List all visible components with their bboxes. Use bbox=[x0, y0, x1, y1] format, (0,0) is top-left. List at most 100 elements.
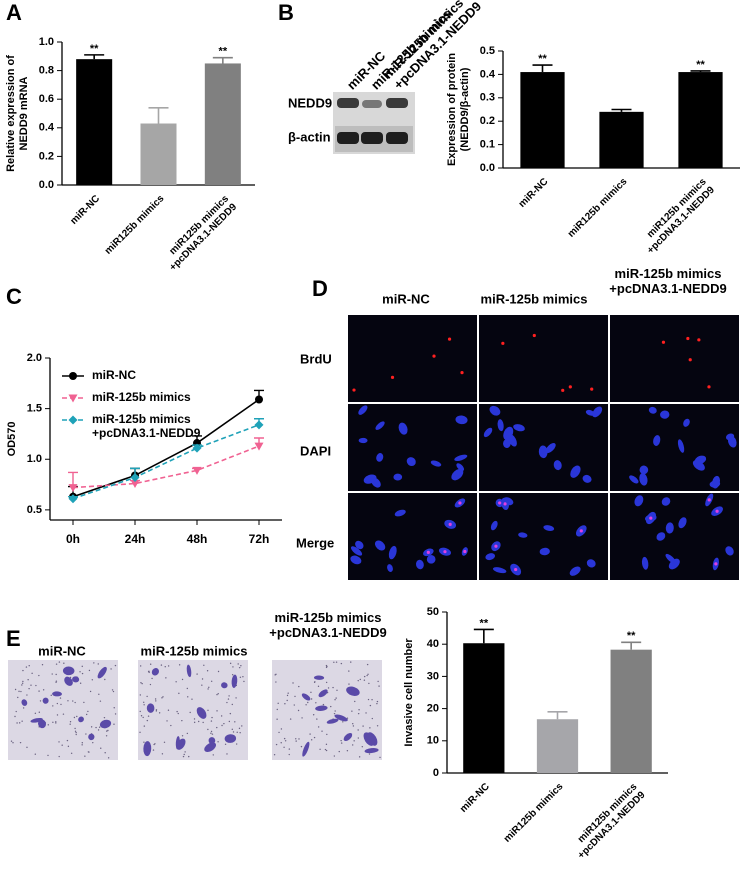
pore bbox=[161, 753, 164, 755]
pore bbox=[376, 700, 379, 703]
y-tick-label: 0.4 bbox=[39, 122, 55, 134]
pore bbox=[61, 744, 63, 746]
pore bbox=[52, 721, 54, 724]
nucleus bbox=[641, 556, 649, 570]
y-tick-label: 0.0 bbox=[480, 162, 495, 174]
pore bbox=[273, 754, 276, 756]
y-tick-label: 0 bbox=[433, 767, 439, 779]
panel-letter: A bbox=[6, 0, 22, 25]
pore bbox=[81, 742, 83, 744]
pore bbox=[358, 709, 360, 711]
nucleus bbox=[387, 564, 393, 572]
pore bbox=[238, 666, 241, 669]
pore bbox=[181, 719, 183, 722]
cell bbox=[204, 742, 217, 753]
pore bbox=[211, 716, 213, 719]
pore bbox=[146, 719, 149, 722]
y-tick-label: 10 bbox=[427, 735, 439, 747]
pore bbox=[376, 702, 378, 705]
image-row-label: DAPI bbox=[300, 443, 331, 458]
pore bbox=[232, 666, 234, 668]
panel-letter: D bbox=[312, 276, 328, 301]
pore bbox=[362, 725, 364, 727]
pore bbox=[330, 705, 332, 708]
pore bbox=[335, 661, 338, 663]
pore bbox=[379, 756, 381, 759]
pore bbox=[79, 682, 82, 684]
pore bbox=[307, 701, 309, 704]
pore bbox=[148, 670, 150, 672]
pore bbox=[237, 663, 239, 665]
pore bbox=[143, 741, 145, 743]
pore bbox=[333, 755, 336, 757]
pore bbox=[56, 702, 59, 705]
pore bbox=[321, 730, 323, 732]
pore bbox=[14, 715, 16, 718]
nucleus bbox=[454, 454, 468, 461]
nucleus bbox=[426, 555, 436, 564]
x-tick-label: miR125b mimics bbox=[566, 176, 630, 240]
fluorescence-image bbox=[479, 493, 608, 580]
pore bbox=[207, 728, 209, 731]
pore bbox=[317, 685, 320, 688]
significance: ** bbox=[627, 630, 636, 642]
panel-letter: B bbox=[278, 0, 294, 25]
pore bbox=[340, 662, 343, 665]
pore bbox=[139, 731, 141, 734]
pore bbox=[58, 741, 60, 743]
pore bbox=[376, 725, 379, 727]
pore bbox=[239, 732, 241, 734]
nucleus bbox=[388, 545, 397, 560]
fluorescence-image bbox=[610, 315, 739, 402]
pore bbox=[28, 665, 30, 667]
cell bbox=[146, 703, 155, 713]
pore bbox=[210, 732, 212, 734]
image-column-label: miR-NC bbox=[38, 643, 86, 658]
pore bbox=[325, 749, 328, 752]
pore bbox=[186, 732, 189, 735]
pore bbox=[28, 687, 30, 690]
brdu-signal bbox=[458, 501, 462, 505]
cell bbox=[302, 741, 310, 757]
pore bbox=[58, 755, 60, 758]
cell bbox=[346, 686, 360, 696]
pore bbox=[207, 709, 209, 712]
image-column-label: miR-125b mimics bbox=[141, 643, 248, 658]
pore bbox=[60, 703, 62, 706]
pore bbox=[352, 723, 354, 725]
image-column-label: miR-125b mimics +pcDNA3.1-NEDD9 bbox=[269, 610, 386, 640]
x-tick-label: miR125b mimics+pcDNA3.1-NEDD9 bbox=[568, 781, 648, 861]
pore bbox=[105, 735, 108, 737]
pore bbox=[313, 736, 316, 739]
pore bbox=[66, 739, 69, 742]
pore bbox=[314, 681, 316, 683]
pore bbox=[81, 744, 83, 746]
significance: ** bbox=[696, 59, 705, 71]
pore bbox=[20, 690, 22, 693]
pore bbox=[326, 733, 328, 736]
pore bbox=[280, 728, 283, 730]
brdu-signal bbox=[568, 385, 572, 389]
cell bbox=[99, 719, 112, 729]
cell bbox=[326, 718, 339, 724]
pore bbox=[324, 748, 327, 751]
error-bar bbox=[148, 106, 169, 124]
nucleus bbox=[592, 406, 603, 418]
pore bbox=[193, 721, 196, 724]
pore bbox=[336, 689, 338, 692]
pore bbox=[366, 674, 368, 677]
x-tick-label: miR-NC bbox=[68, 193, 102, 227]
x-tick-label: miR125b mimics bbox=[502, 781, 566, 845]
pore bbox=[154, 743, 156, 745]
pore bbox=[228, 720, 231, 723]
pore bbox=[97, 663, 99, 665]
pore bbox=[378, 685, 380, 687]
pore bbox=[100, 747, 102, 749]
x-tick-label: miR125b mimics+pcDNA3.1-NEDD9 bbox=[159, 193, 239, 273]
pore bbox=[294, 695, 296, 698]
pore bbox=[26, 746, 28, 749]
pore bbox=[38, 711, 41, 713]
pore bbox=[106, 730, 108, 732]
pore bbox=[178, 692, 180, 695]
